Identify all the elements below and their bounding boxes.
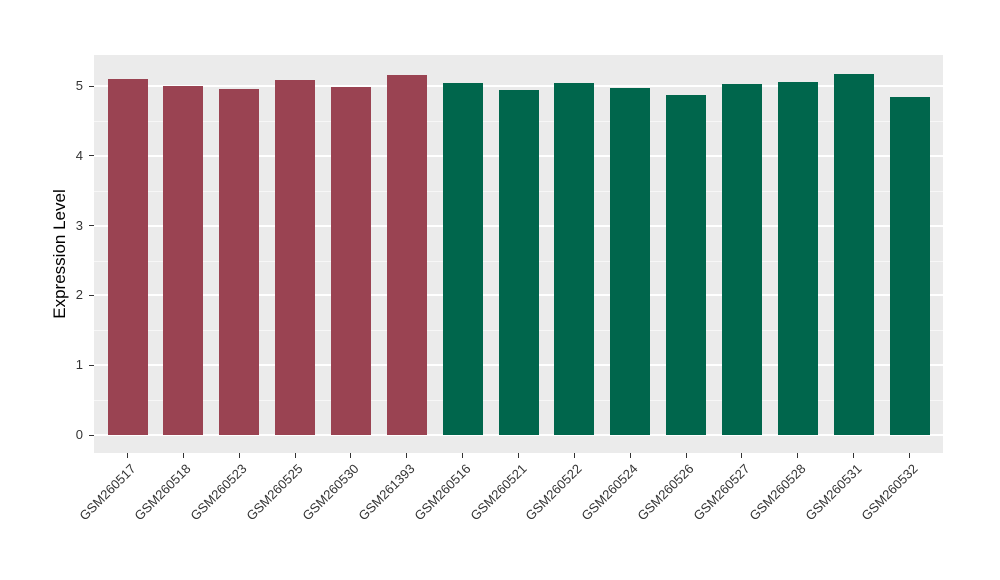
x-tick-mark [741, 453, 743, 458]
x-tick-mark [853, 453, 855, 458]
y-tick-label: 2 [75, 287, 83, 303]
x-tick-mark [909, 453, 910, 458]
bar [833, 74, 874, 435]
x-tick-mark [406, 453, 408, 458]
gridline-major [94, 434, 943, 436]
bar [889, 97, 930, 435]
x-tick-mark [127, 453, 128, 458]
gridline-major [94, 85, 943, 87]
bar [163, 86, 204, 435]
bar [777, 81, 818, 435]
y-tick-mark [89, 225, 94, 227]
y-tick-label: 1 [75, 357, 83, 373]
x-tick-mark [629, 453, 631, 458]
bar [275, 79, 316, 435]
bar [107, 79, 148, 435]
x-tick-mark [797, 453, 799, 458]
x-tick-mark [462, 453, 464, 458]
bar [498, 90, 539, 435]
y-tick-mark [89, 85, 94, 87]
x-tick-mark [294, 453, 296, 458]
bar [554, 82, 595, 435]
bar [330, 86, 371, 435]
x-tick-mark [518, 453, 519, 458]
y-tick-mark [89, 364, 94, 366]
bar [219, 88, 260, 435]
x-tick-mark [238, 453, 240, 458]
bar [442, 83, 483, 435]
plot-panel [94, 55, 943, 453]
x-tick-mark [182, 453, 184, 458]
y-tick-label: 3 [75, 217, 83, 233]
y-tick-label: 5 [75, 78, 83, 93]
x-tick-mark [685, 453, 687, 458]
bar [610, 88, 651, 435]
bar [386, 74, 427, 435]
x-tick-label: GSM260517 [75, 461, 139, 524]
y-tick-label: 0 [75, 427, 83, 442]
y-tick-mark [89, 155, 94, 157]
y-tick-label: 4 [75, 147, 83, 163]
x-tick-mark [350, 453, 352, 458]
bar [666, 95, 707, 435]
bar [721, 83, 762, 435]
y-tick-mark [89, 294, 94, 296]
y-tick-mark [89, 434, 94, 436]
x-tick-mark [573, 453, 575, 458]
